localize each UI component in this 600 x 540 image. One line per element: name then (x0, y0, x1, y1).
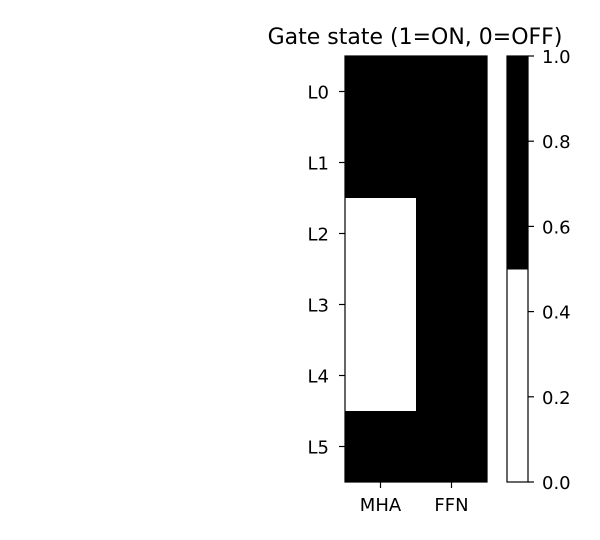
heatmap-cell-L1-FFN (416, 127, 488, 199)
colorbar-tick-label: 0.2 (542, 388, 571, 409)
colorbar-tick-label: 0.8 (542, 132, 571, 153)
colorbar-tick-label: 0.6 (542, 217, 571, 238)
heatmap-cell-L3-FFN (416, 269, 488, 341)
y-tick-label: L3 (308, 296, 329, 317)
heatmap-cell-L1-MHA (345, 127, 417, 199)
x-axis: MHA FFN (360, 482, 469, 516)
colorbar-band (507, 56, 528, 270)
heatmap-frame (344, 55, 488, 483)
heatmap-cell-L4-MHA (345, 340, 417, 412)
heatmap-cell-L0-FFN (416, 56, 488, 128)
colorbar-band (507, 269, 528, 483)
y-tick-label: L5 (308, 438, 329, 459)
heatmap-cell-L5-FFN (416, 411, 488, 483)
x-tick-label: MHA (360, 495, 402, 516)
chart-title: Gate state (1=ON, 0=OFF) (268, 25, 563, 50)
heatmap-cells (345, 56, 488, 483)
y-tick-label: L4 (308, 367, 329, 388)
heatmap-cell-L3-MHA (345, 269, 417, 341)
y-tick-label: L1 (308, 154, 329, 175)
colorbar-frame (506, 55, 529, 483)
colorbar-tick-label: 0.0 (542, 473, 571, 494)
y-tick-label: L2 (308, 225, 329, 246)
y-tick-label: L0 (308, 83, 329, 104)
heatmap-cell-L5-MHA (345, 411, 417, 483)
heatmap-cell-L2-FFN (416, 198, 488, 270)
colorbar-tick-label: 1.0 (542, 47, 571, 68)
x-tick-label: FFN (434, 495, 468, 516)
colorbar-tick-label: 0.4 (542, 303, 571, 324)
heatmap-cell-L4-FFN (416, 340, 488, 412)
heatmap-cell-L2-MHA (345, 198, 417, 270)
heatmap-cell-L0-MHA (345, 56, 417, 128)
colorbar: 0.0 0.2 0.4 0.6 0.8 1.0 (506, 47, 571, 494)
y-axis: L0 L1 L2 L3 L4 L5 (308, 83, 345, 459)
